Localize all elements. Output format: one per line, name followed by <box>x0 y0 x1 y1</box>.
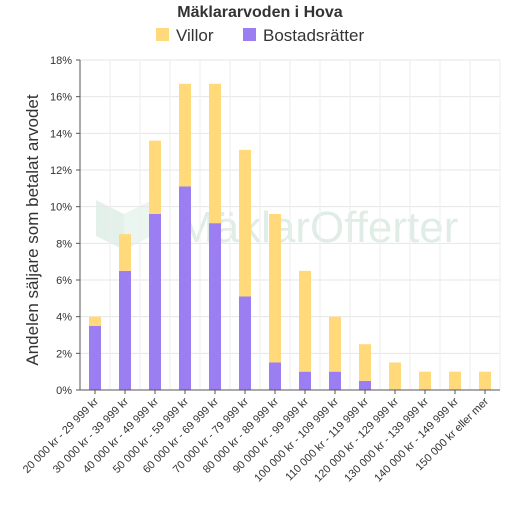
y-tick-label: 18% <box>50 55 72 67</box>
bar-villor <box>179 83 191 187</box>
y-tick-label: 12% <box>50 165 72 177</box>
bar-bostadsratter <box>179 186 191 390</box>
chart-title: Mäklararvoden i Hova <box>177 4 343 21</box>
bar-villor <box>449 371 461 390</box>
legend-swatch <box>156 28 169 41</box>
bar-villor <box>89 316 101 326</box>
y-tick-label: 10% <box>50 202 72 214</box>
bar-villor <box>239 149 251 297</box>
bar-villor <box>299 270 311 372</box>
bar-bostadsratter <box>89 325 101 390</box>
y-tick-label: 6% <box>56 275 72 287</box>
bar-bostadsratter <box>299 371 311 390</box>
y-tick-label: 4% <box>56 312 72 324</box>
y-axis-label: Andelen säljare som betalat arvodet <box>23 94 42 365</box>
y-tick-label: 0% <box>56 385 72 397</box>
legend-label: Bostadsrätter <box>263 26 364 45</box>
bars <box>89 83 491 390</box>
bar-villor <box>359 344 371 381</box>
bar-bostadsratter <box>269 362 281 390</box>
legend-label: Villor <box>176 26 214 45</box>
bar-villor <box>149 140 161 214</box>
axes <box>79 60 500 391</box>
y-tick-label: 16% <box>50 92 72 104</box>
bar-bostadsratter <box>239 296 251 390</box>
bar-villor <box>119 234 131 271</box>
bar-villor <box>329 316 341 372</box>
bar-bostadsratter <box>329 371 341 390</box>
bar-bostadsratter <box>209 223 221 390</box>
y-tick-labels: 0% 2% 4% 6% 8% 10% 12% 14% 16% 18% <box>50 55 80 397</box>
bar-bostadsratter <box>149 214 161 390</box>
bar-villor <box>269 214 281 363</box>
y-tick-label: 8% <box>56 238 72 250</box>
bar-villor <box>479 371 491 390</box>
bar-villor <box>419 371 431 390</box>
bar-bostadsratter <box>119 270 131 390</box>
legend: Villor Bostadsrätter <box>156 26 364 45</box>
bar-villor <box>389 362 401 390</box>
bar-villor <box>209 83 221 224</box>
y-tick-label: 14% <box>50 128 72 140</box>
legend-swatch <box>243 28 256 41</box>
y-tick-label: 2% <box>56 348 72 360</box>
bar-bostadsratter <box>359 380 371 390</box>
